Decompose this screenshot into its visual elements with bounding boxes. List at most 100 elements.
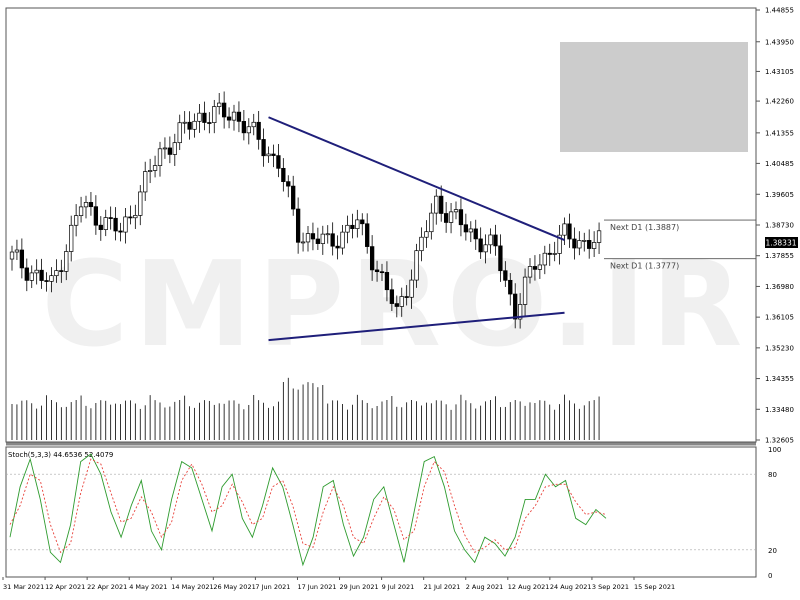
- x-tick-label: 14 May 2021: [171, 583, 213, 591]
- price-tick-label: 1.36105: [765, 314, 794, 322]
- bull-candle-body: [14, 249, 20, 253]
- x-tick-label: 29 Jun 2021: [340, 583, 379, 591]
- x-tick-label: 4 May 2021: [129, 583, 167, 591]
- bull-candle-body: [305, 233, 311, 243]
- price-tick-label: 1.35230: [765, 344, 794, 352]
- bull-candle-body: [399, 296, 404, 307]
- next-level-label: Next D1 (1.3887): [610, 223, 679, 232]
- bull-candle-body: [409, 279, 414, 298]
- bear-candle-body: [202, 112, 207, 123]
- bull-candle-body: [251, 121, 256, 128]
- volume-bars: [11, 377, 600, 440]
- price-tag-bg: [765, 237, 798, 248]
- bull-candle-body: [172, 142, 177, 155]
- bear-candle-body: [458, 209, 464, 226]
- bull-candle-body: [177, 122, 182, 144]
- bull-candle-body: [562, 223, 567, 236]
- bull-candle-body: [197, 112, 202, 122]
- info-box: [560, 42, 748, 152]
- bear-candle-body: [24, 267, 29, 281]
- bull-candle-body: [123, 216, 128, 233]
- bear-candle-body: [498, 245, 503, 272]
- bear-candle-body: [88, 202, 94, 208]
- bear-candle-body: [44, 280, 49, 282]
- bear-candle-body: [261, 139, 266, 157]
- x-tick-label: 12 Apr 2021: [45, 583, 85, 591]
- next-level-label: Next D1 (1.3777): [610, 262, 679, 271]
- x-tick-label: 7 Jun 2021: [255, 583, 290, 591]
- bear-candle-body: [276, 155, 281, 169]
- bear-candle-body: [513, 293, 518, 320]
- price-tick-label: 1.44855: [765, 7, 794, 15]
- bull-candle-body: [157, 148, 163, 166]
- x-tick-label: 17 Jun 2021: [297, 583, 336, 591]
- bull-candle-body: [582, 240, 587, 242]
- stoch-lines: [9, 453, 607, 567]
- bear-candle-body: [572, 238, 577, 249]
- bear-candle-body: [404, 296, 409, 298]
- x-tick-label: 31 Mar 2021: [3, 583, 44, 591]
- bull-candle-body: [192, 120, 197, 130]
- x-tick-label: 21 Jul 2021: [424, 583, 461, 591]
- bull-candle-body: [591, 242, 597, 249]
- x-tick-label: 9 Jul 2021: [382, 583, 415, 591]
- bull-candle-body: [9, 251, 15, 260]
- bear-candle-body: [374, 269, 380, 273]
- bull-candle-body: [83, 202, 89, 208]
- stoch-tick-label: 80: [768, 471, 777, 479]
- resistance-trendline: [268, 116, 565, 242]
- bull-candle-body: [434, 195, 439, 214]
- bear-candle-body: [503, 270, 508, 281]
- bear-candle-body: [315, 238, 321, 244]
- bull-candle-body: [78, 206, 84, 216]
- x-tick-label: 24 Aug 2021: [550, 583, 592, 591]
- bear-candle-body: [108, 217, 113, 219]
- bull-candle-body: [453, 209, 459, 213]
- bull-candle-body: [246, 126, 251, 134]
- x-tick-label: 22 Apr 2021: [87, 583, 127, 591]
- price-tick-label: 1.43105: [765, 68, 794, 76]
- x-tick-label: 26 May 2021: [213, 583, 255, 591]
- bull-candle-body: [300, 241, 306, 244]
- bear-candle-body: [241, 121, 247, 134]
- price-tick-label: 1.41355: [765, 129, 794, 137]
- bull-candle-body: [522, 276, 528, 305]
- stoch-tick-label: 0: [768, 572, 772, 580]
- bull-candle-body: [345, 224, 350, 233]
- bear-candle-body: [256, 121, 261, 140]
- bear-candle-body: [19, 249, 25, 269]
- support-trendline: [268, 311, 565, 342]
- price-tick-label: 1.32605: [765, 437, 794, 445]
- bear-candle-body: [291, 185, 296, 210]
- bear-candle-body: [350, 224, 355, 229]
- stoch-tick-label: 100: [768, 446, 781, 454]
- x-tick-label: 12 Aug 2021: [508, 583, 550, 591]
- bull-candle-body: [162, 147, 168, 150]
- bull-candle-body: [355, 219, 360, 229]
- bull-candle-body: [266, 153, 271, 157]
- stoch-tick-label: 20: [768, 547, 777, 555]
- x-tick-label: 2 Aug 2021: [466, 583, 504, 591]
- level-lines: Next D1 (1.3887) Next D1 (1.3777): [604, 219, 756, 271]
- price-y-axis: 1.44855 1.43950 1.43105 1.42260 1.41355 1.404…: [756, 7, 794, 445]
- bull-candle-body: [73, 215, 79, 226]
- price-tick-label: 1.43950: [765, 38, 794, 46]
- bull-candle-body: [147, 170, 153, 172]
- bear-candle-body: [473, 228, 478, 240]
- bull-candle-body: [424, 231, 429, 238]
- bear-candle-body: [236, 111, 242, 122]
- stoch-label: Stoch(5,3,3) 44.6536 52.4079: [8, 451, 113, 459]
- bull-candle-body: [103, 217, 108, 230]
- price-tick-label: 1.39605: [765, 191, 794, 199]
- bear-candle-body: [128, 216, 133, 219]
- bear-candle-body: [379, 271, 385, 274]
- bull-candle-body: [596, 230, 602, 243]
- bull-candle-body: [231, 111, 237, 121]
- candles: [9, 91, 602, 329]
- bull-candle-body: [483, 244, 488, 253]
- bull-candle-body: [537, 264, 543, 270]
- bear-candle-body: [478, 238, 483, 253]
- bear-candle-body: [567, 223, 572, 240]
- bear-candle-body: [394, 303, 399, 307]
